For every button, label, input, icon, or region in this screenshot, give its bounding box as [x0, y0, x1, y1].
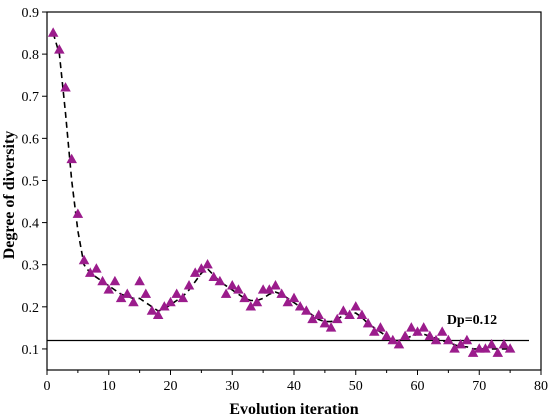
data-point: [276, 288, 287, 298]
y-tick-label: 0.7: [22, 90, 40, 105]
data-point: [239, 292, 250, 303]
y-axis-title: Degree of diversity: [1, 131, 18, 260]
data-point: [424, 330, 436, 341]
data-point: [362, 317, 374, 328]
x-tick-label: 20: [164, 379, 178, 394]
data-point: [233, 284, 244, 294]
data-point: [381, 330, 392, 341]
data-point: [146, 305, 158, 315]
data-point: [325, 322, 337, 332]
data-point: [78, 254, 90, 265]
y-tick-label: 0.4: [22, 217, 40, 232]
x-tick-label: 50: [349, 379, 363, 394]
data-point: [393, 339, 405, 349]
data-point: [109, 275, 121, 286]
y-tick-label: 0.5: [22, 174, 40, 189]
data-point: [461, 334, 473, 345]
y-tick-label: 0.6: [22, 132, 40, 147]
data-point: [301, 305, 312, 315]
data-point: [492, 347, 504, 357]
data-point: [418, 322, 429, 332]
data-point: [54, 44, 65, 54]
x-tick-label: 40: [287, 379, 301, 394]
data-point: [165, 296, 176, 307]
data-point: [91, 263, 102, 273]
data-point: [406, 322, 417, 332]
data-point: [319, 317, 331, 328]
data-point: [350, 301, 362, 311]
data-point: [152, 309, 164, 319]
data-point: [498, 339, 510, 349]
data-point: [202, 258, 213, 269]
data-point: [430, 334, 442, 345]
x-tick-label: 0: [44, 379, 51, 394]
data-points: [47, 27, 516, 357]
data-point: [122, 288, 133, 298]
data-point: [313, 309, 324, 319]
data-point: [356, 309, 368, 319]
data-point: [134, 275, 145, 286]
data-point: [220, 288, 232, 298]
data-point: [103, 284, 115, 294]
data-point: [294, 301, 306, 311]
axes: 0 10 20 30 40 50 60 70 80 0.1 0.2 0.3 0.4 0.5 0.6 0.7 0.…: [22, 6, 549, 394]
data-point: [270, 280, 281, 290]
data-point: [387, 334, 399, 345]
data-point: [66, 153, 77, 164]
x-tick-label: 80: [534, 379, 548, 394]
data-point: [47, 27, 59, 37]
reference-line-label: Dp=0.12: [447, 313, 497, 328]
x-tick-label: 60: [411, 379, 425, 394]
x-tick-label: 10: [102, 379, 116, 394]
data-point: [399, 330, 411, 341]
data-point: [97, 275, 108, 286]
data-point: [72, 208, 84, 218]
data-point: [443, 334, 454, 345]
x-tick-label: 70: [472, 379, 486, 394]
data-point: [504, 343, 516, 353]
data-point: [226, 280, 238, 290]
data-point: [486, 339, 497, 349]
data-point: [177, 292, 189, 303]
data-point: [331, 313, 343, 324]
data-point: [344, 309, 355, 319]
data-point: [171, 288, 182, 298]
data-point: [128, 296, 139, 307]
data-point: [60, 82, 71, 92]
x-tick-label: 30: [225, 379, 239, 394]
data-point: [288, 292, 300, 303]
y-tick-label: 0.8: [22, 48, 40, 63]
data-point: [183, 280, 195, 290]
data-point: [251, 296, 263, 307]
y-tick-label: 0.2: [22, 301, 40, 316]
data-point: [338, 305, 349, 315]
x-axis-title: Evolution iteration: [229, 401, 358, 418]
y-tick-label: 0.1: [22, 343, 40, 358]
data-point: [208, 271, 219, 282]
y-tick-label: 0.9: [22, 6, 40, 21]
data-point: [375, 322, 386, 332]
data-point: [140, 288, 152, 298]
y-tick-label: 0.3: [22, 259, 40, 274]
data-point: [436, 326, 448, 336]
data-point: [214, 275, 226, 286]
